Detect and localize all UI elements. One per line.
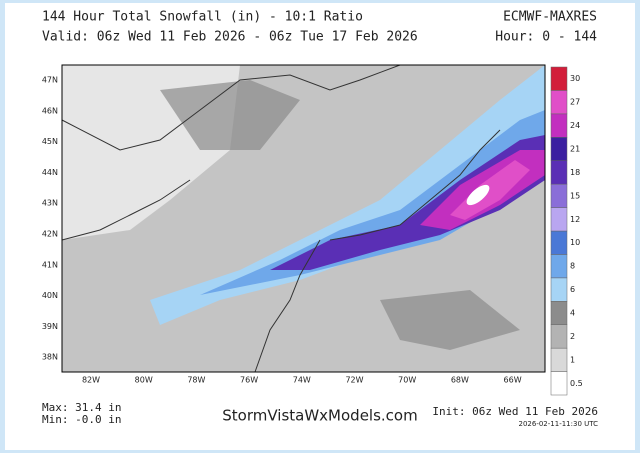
timestamp: 2026-02-11-11:30 UTC	[519, 420, 599, 428]
colorbar-label: 30	[570, 74, 580, 83]
colorbar-label: 21	[570, 145, 580, 154]
lat-label: 42N	[42, 230, 58, 239]
lat-label: 46N	[42, 106, 58, 115]
colorbar-swatch	[550, 207, 568, 232]
colorbar-swatch	[550, 160, 568, 185]
colorbar-label: 0.5	[570, 379, 583, 388]
colorbar-swatch	[550, 183, 568, 208]
hours: Hour: 0 - 144	[495, 30, 597, 45]
model: ECMWF-MAXRES	[503, 10, 597, 25]
colorbar-label: 27	[570, 98, 580, 107]
lon-label: 76W	[240, 376, 258, 385]
lon-label: 82W	[82, 376, 100, 385]
lat-label: 39N	[42, 322, 58, 331]
title: 144 Hour Total Snowfall (in) - 10:1 Rati…	[42, 10, 363, 25]
site: StormVistaWxModels.com	[222, 407, 417, 425]
moderate-snow	[380, 290, 520, 350]
colorbar-label: 18	[570, 168, 580, 177]
lat-label: 38N	[42, 353, 58, 362]
min-value: Min: -0.0 in	[42, 413, 121, 426]
colorbar-swatch	[550, 137, 568, 161]
lat-label: 40N	[42, 291, 58, 300]
init-time: Init: 06z Wed 11 Feb 2026	[432, 405, 598, 418]
moderate-snow	[160, 80, 300, 150]
colorbar-label: 15	[570, 191, 580, 200]
colorbar-label: 24	[570, 121, 580, 130]
colorbar-swatch	[550, 371, 568, 396]
lat-label: 47N	[42, 76, 58, 85]
colorbar-swatch	[550, 90, 568, 115]
lon-label: 68W	[451, 376, 469, 385]
colorbar-label: 6	[570, 285, 575, 294]
max-value: Max: 31.4 in	[42, 401, 121, 414]
lon-label: 74W	[293, 376, 311, 385]
colorbar-swatch	[550, 301, 568, 325]
valid-time: Valid: 06z Wed 11 Feb 2026 - 06z Tue 17 …	[42, 30, 418, 45]
lon-label: 80W	[135, 376, 153, 385]
coastlines-borders	[61, 64, 501, 373]
colorbar-label: 10	[570, 238, 580, 247]
snow-max	[466, 184, 490, 206]
colorbar-swatch	[550, 230, 568, 255]
colorbar-label: 2	[570, 332, 575, 341]
colorbar-label: 1	[570, 355, 575, 364]
lon-label: 70W	[398, 376, 416, 385]
colorbar-label: 8	[570, 262, 575, 271]
lon-labels: 82W 80W 78W 76W 74W 72W 70W 68W 66W	[82, 376, 522, 385]
colorbar-label: 4	[570, 309, 575, 318]
colorbar-label: 12	[570, 215, 580, 224]
colorbar-swatch	[550, 347, 568, 372]
lon-label: 72W	[345, 376, 363, 385]
colorbar-swatch	[550, 254, 568, 279]
map-area	[61, 64, 546, 373]
map-border	[61, 64, 546, 373]
colorbar-swatch	[550, 277, 568, 302]
lat-label: 43N	[42, 199, 58, 208]
lat-labels: 47N 46N 45N 44N 43N 42N 41N 40N 39N 38N	[42, 76, 58, 362]
lat-label: 45N	[42, 137, 58, 146]
colorbar-swatch	[550, 113, 568, 138]
lat-label: 44N	[42, 168, 58, 177]
lon-label: 78W	[187, 376, 205, 385]
lon-label: 66W	[504, 376, 522, 385]
colorbar-swatch	[550, 324, 568, 349]
lat-label: 41N	[42, 260, 58, 269]
colorbar-swatch	[550, 66, 568, 91]
